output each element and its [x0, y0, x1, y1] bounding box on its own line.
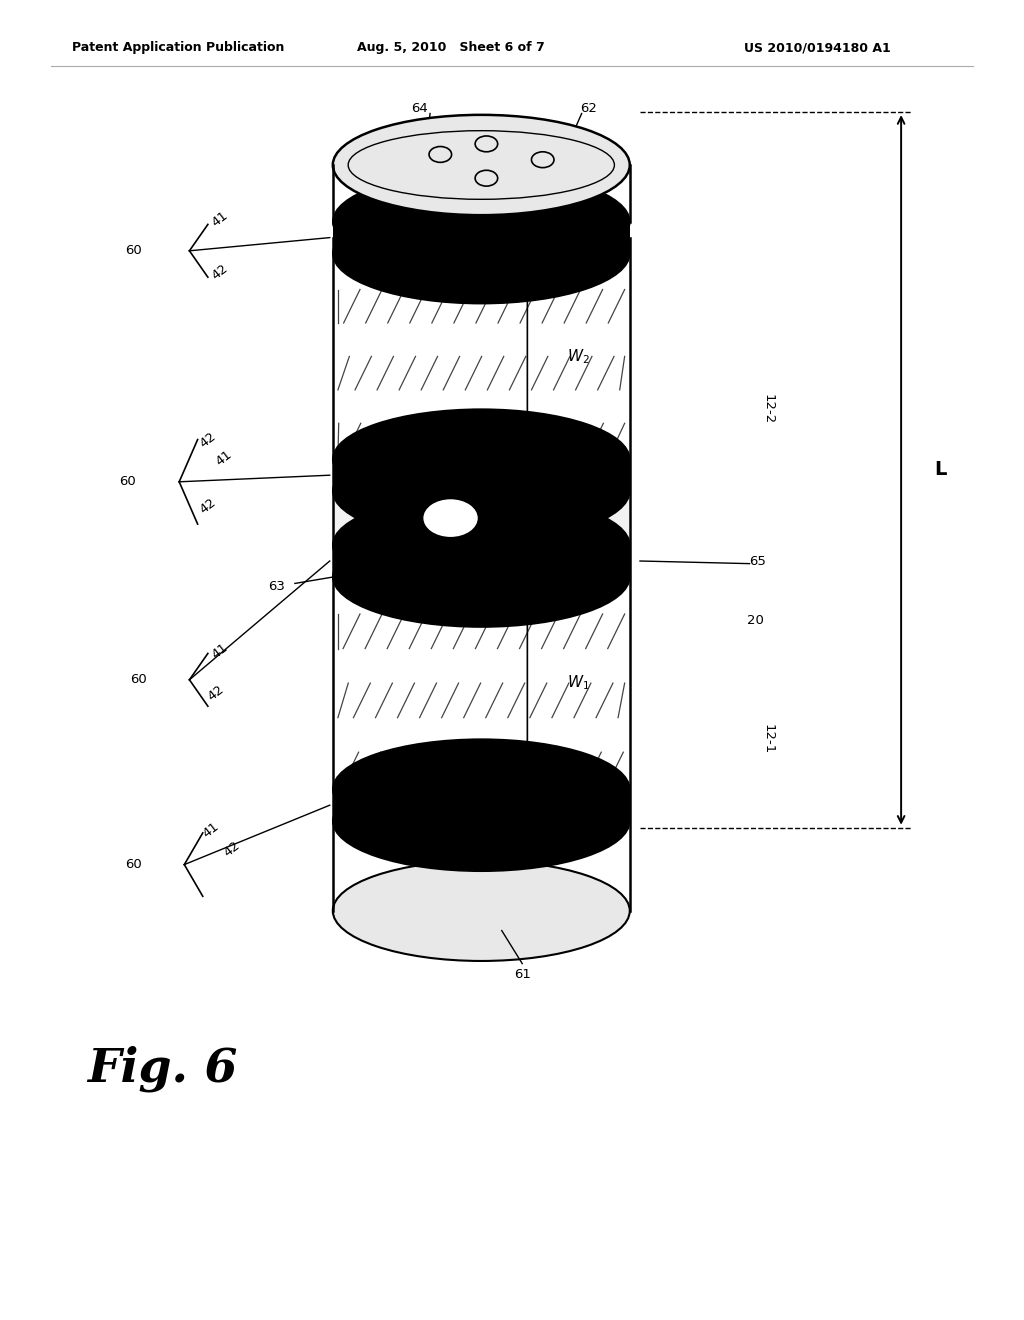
Text: 20: 20: [748, 614, 764, 627]
Text: 42: 42: [198, 495, 218, 516]
Ellipse shape: [429, 147, 452, 162]
Text: 64: 64: [412, 102, 428, 115]
FancyBboxPatch shape: [333, 238, 630, 911]
Text: 60: 60: [125, 244, 141, 257]
Text: US 2010/0194180 A1: US 2010/0194180 A1: [744, 41, 891, 54]
FancyBboxPatch shape: [333, 789, 630, 821]
Ellipse shape: [531, 152, 554, 168]
Ellipse shape: [333, 115, 630, 215]
FancyBboxPatch shape: [333, 545, 630, 577]
Text: 62: 62: [581, 102, 597, 115]
Text: 60: 60: [120, 475, 136, 488]
Ellipse shape: [333, 527, 630, 627]
Text: L: L: [934, 461, 946, 479]
Text: 42: 42: [221, 838, 242, 859]
Text: 41: 41: [214, 447, 234, 469]
Text: 60: 60: [130, 673, 146, 686]
Text: 63: 63: [268, 579, 285, 593]
Text: 42: 42: [198, 429, 218, 450]
Text: Patent Application Publication: Patent Application Publication: [72, 41, 284, 54]
Text: 60: 60: [125, 858, 141, 871]
FancyBboxPatch shape: [333, 459, 630, 491]
Ellipse shape: [333, 203, 630, 304]
Ellipse shape: [422, 499, 478, 539]
Text: 42: 42: [210, 261, 230, 282]
Text: 12-2: 12-2: [762, 395, 774, 424]
Text: 65: 65: [750, 554, 766, 568]
FancyBboxPatch shape: [333, 222, 630, 253]
Ellipse shape: [333, 495, 630, 595]
Ellipse shape: [333, 172, 630, 272]
Ellipse shape: [348, 131, 614, 199]
FancyBboxPatch shape: [333, 491, 630, 545]
Text: 42: 42: [206, 682, 226, 704]
Text: $W_2$: $W_2$: [567, 347, 590, 366]
Text: 41: 41: [201, 820, 221, 841]
Text: $W_1$: $W_1$: [567, 673, 590, 693]
Text: Fig. 6: Fig. 6: [87, 1045, 238, 1093]
Text: $W_s$: $W_s$: [575, 508, 598, 528]
Text: 61: 61: [514, 968, 530, 981]
Ellipse shape: [333, 739, 630, 840]
Ellipse shape: [333, 861, 630, 961]
Ellipse shape: [475, 170, 498, 186]
Text: 41: 41: [210, 640, 230, 661]
Ellipse shape: [333, 441, 630, 541]
Text: Aug. 5, 2010   Sheet 6 of 7: Aug. 5, 2010 Sheet 6 of 7: [356, 41, 545, 54]
Ellipse shape: [333, 771, 630, 871]
Ellipse shape: [333, 409, 630, 510]
Ellipse shape: [475, 136, 498, 152]
Text: 41: 41: [210, 209, 230, 230]
Text: 12-1: 12-1: [762, 725, 774, 754]
